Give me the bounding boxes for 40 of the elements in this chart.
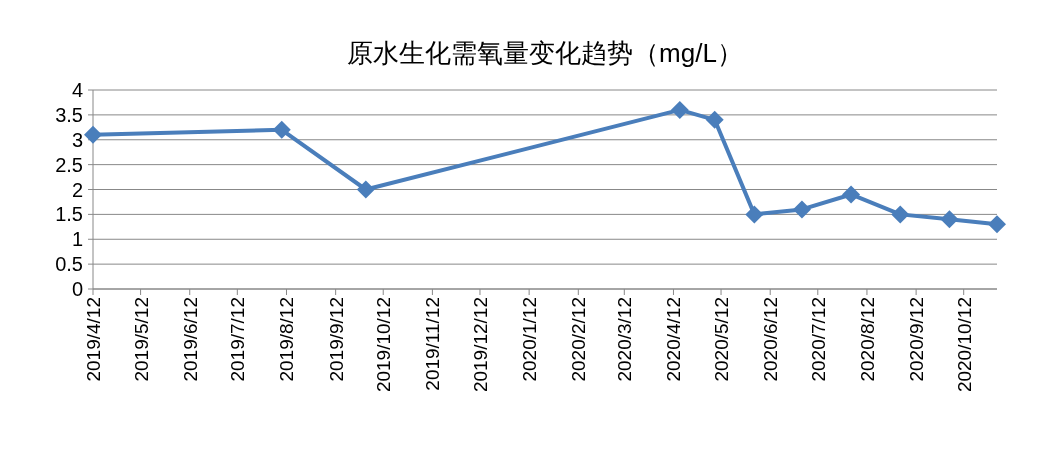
- x-tick-label: 2019/9/12: [325, 297, 347, 382]
- y-tick-label: 0.5: [55, 253, 83, 276]
- x-tick-label: 2020/1/12: [519, 297, 541, 382]
- y-tick-label: 1.5: [55, 203, 83, 226]
- y-tick-label: 2: [71, 178, 83, 201]
- y-tick-label: 0: [71, 278, 83, 300]
- y-tick-label: 3: [71, 128, 83, 151]
- x-tick-label: 2019/12/12: [469, 297, 491, 393]
- x-tick-label: 2020/6/12: [760, 297, 782, 382]
- x-tick-label: 2019/6/12: [179, 297, 201, 382]
- point: [84, 125, 102, 144]
- point: [705, 110, 724, 129]
- x-tick-label: 2020/7/12: [807, 297, 829, 382]
- x-tick-label: 2019/4/12: [83, 297, 104, 382]
- x-tick-label: 2020/3/12: [614, 297, 636, 382]
- x-tick-label: 2019/5/12: [130, 297, 152, 382]
- x-tick-label: 2019/11/12: [422, 297, 444, 391]
- x-tick-label: 2020/10/12: [953, 297, 975, 393]
- x-tick-label: 2019/8/12: [276, 297, 298, 382]
- y-tick-label: 4: [71, 79, 83, 101]
- chart-title: 原水生化需氧量变化趋势（mg/L）: [347, 38, 743, 68]
- x-tick-label: 2020/8/12: [856, 297, 878, 382]
- point: [988, 215, 1006, 234]
- x-tick-label: 2019/7/12: [227, 297, 249, 382]
- y-tick-label: 2.5: [55, 153, 83, 176]
- x-tick-label: 2020/5/12: [711, 297, 733, 382]
- x-tick-label: 2019/10/12: [373, 297, 395, 393]
- point: [272, 120, 291, 139]
- y-tick-label: 1: [71, 228, 83, 251]
- point: [356, 180, 375, 199]
- point: [792, 200, 811, 219]
- x-tick-label: 2020/9/12: [906, 297, 928, 382]
- y-tick-label: 3.5: [55, 103, 83, 126]
- point: [940, 210, 959, 229]
- point: [745, 205, 764, 224]
- point: [842, 185, 861, 204]
- point: [891, 205, 910, 224]
- point: [670, 100, 689, 119]
- x-tick-label: 2020/4/12: [663, 297, 685, 382]
- x-tick-label: 2020/2/12: [568, 297, 590, 382]
